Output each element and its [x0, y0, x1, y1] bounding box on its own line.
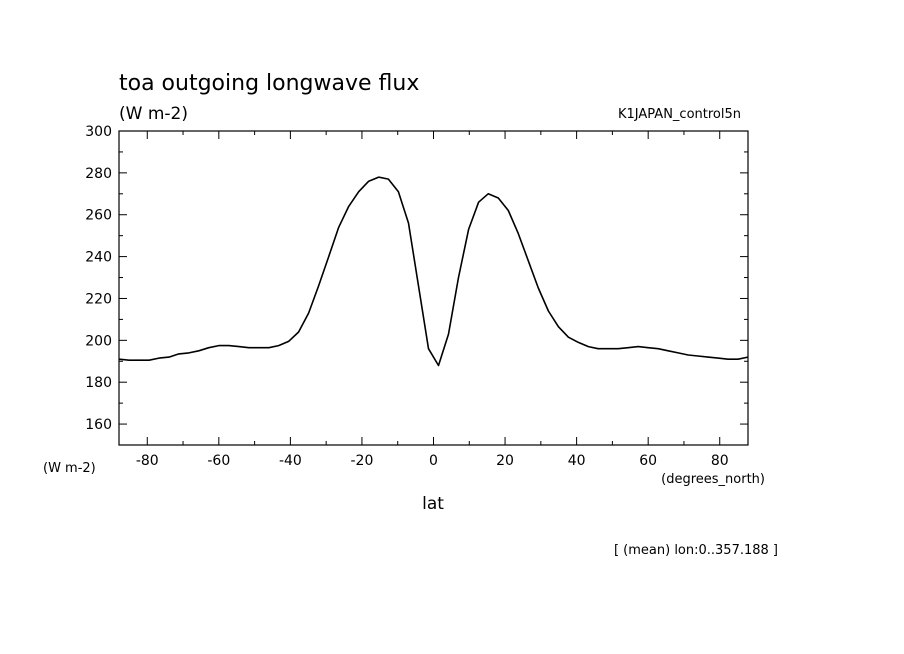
y-tick-label: 180 — [85, 375, 112, 391]
x-tick-label: 60 — [639, 453, 657, 469]
x-tick-label: -20 — [351, 453, 374, 469]
plot-frame — [118, 130, 749, 446]
y-tick-labels: 160 180 200 220 240 260 280 300 — [85, 124, 112, 433]
y-tick-label: 300 — [85, 124, 112, 140]
x-tick-labels: -80 -60 -40 -20 0 20 40 60 80 — [136, 453, 729, 469]
x-units-label: (degrees_north) — [661, 472, 765, 487]
x-tick-label: 0 — [429, 453, 438, 469]
x-tick-label: -40 — [279, 453, 302, 469]
y-axis-ticks — [119, 130, 748, 446]
chart-title: toa outgoing longwave flux — [119, 71, 419, 96]
dataset-label: K1JAPAN_control5n — [618, 107, 741, 122]
y-tick-label: 160 — [85, 417, 112, 433]
y-tick-label: 240 — [85, 250, 112, 266]
x-axis-ticks — [146, 131, 721, 445]
x-tick-label: 40 — [568, 453, 586, 469]
y-axis-label: (W m-2) — [43, 461, 96, 476]
x-tick-label: -80 — [136, 453, 159, 469]
series-line — [118, 176, 749, 367]
y-tick-label: 260 — [85, 208, 112, 224]
footnote: [ (mean) lon:0..357.188 ] — [614, 543, 778, 558]
x-tick-label: -60 — [207, 453, 230, 469]
x-tick-label: 80 — [711, 453, 729, 469]
y-tick-label: 200 — [85, 333, 112, 349]
units-label: (W m-2) — [119, 104, 188, 124]
x-tick-label: 20 — [496, 453, 514, 469]
y-tick-label: 280 — [85, 166, 112, 182]
x-axis-label: lat — [422, 494, 444, 514]
y-tick-label: 220 — [85, 291, 112, 307]
